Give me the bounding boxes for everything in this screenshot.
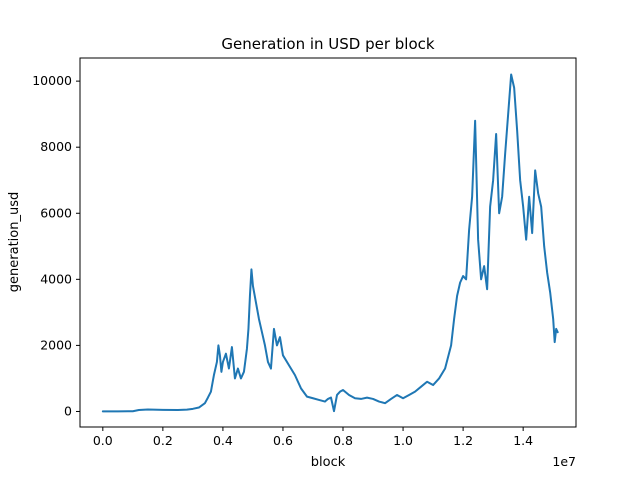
x-axis-label: block [311,455,346,470]
y-tick-label: 6000 [40,205,72,220]
y-axis: 0 2000 4000 6000 8000 10000 [32,73,80,418]
x-tick-label: 0.6 [273,433,293,448]
series-line-0 [101,73,559,413]
x-tick-label: 0.4 [213,433,233,448]
x-axis-offset-label: 1e7 [552,454,576,469]
y-tick-label: 0 [64,403,72,418]
plot-frame [79,57,577,428]
x-tick-label: 1.4 [513,433,533,448]
chart-title: Generation in USD per block [221,35,435,53]
y-tick-label: 8000 [40,139,72,154]
x-axis: 0.0 0.2 0.4 0.6 0.8 1.0 1.2 1.4 [93,427,533,448]
x-tick-label: 1.0 [393,433,413,448]
y-tick-label: 2000 [40,337,72,352]
y-tick-label: 4000 [40,271,72,286]
x-tick-label: 0.0 [93,433,113,448]
x-tick-label: 1.2 [453,433,473,448]
y-tick-label: 10000 [32,73,72,88]
y-axis-label: generation_usd [7,192,22,292]
x-tick-label: 0.8 [333,433,353,448]
plot-line-layer [101,73,559,413]
x-tick-label: 0.2 [153,433,173,448]
